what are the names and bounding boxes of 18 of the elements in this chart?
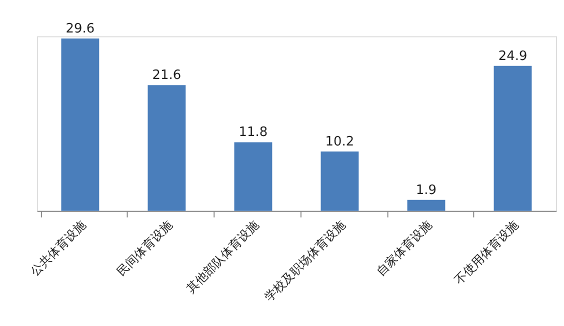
- x-tick-label: 公共体育设施: [28, 218, 89, 279]
- data-label: 24.9: [498, 48, 528, 64]
- data-label: 10.2: [325, 134, 354, 150]
- x-tick-label: 其他部队体育设施: [184, 218, 262, 296]
- data-label: 11.8: [238, 125, 268, 140]
- data-label: 1.9: [416, 182, 437, 198]
- x-tick-label: 不使用体育设施: [452, 218, 522, 288]
- x-tick-label: 学校及职场体育设施: [262, 218, 348, 304]
- x-tick-label: 民间体育设施: [114, 218, 176, 279]
- x-tick-label: 自家体育设施: [374, 218, 435, 279]
- data-label: 29.6: [66, 22, 95, 37]
- data-label: 21.6: [152, 68, 182, 84]
- bar: [494, 66, 532, 211]
- bar: [234, 142, 272, 211]
- bar: [407, 200, 446, 211]
- bar: [148, 85, 186, 211]
- bar: [61, 38, 100, 211]
- bar: [320, 152, 359, 211]
